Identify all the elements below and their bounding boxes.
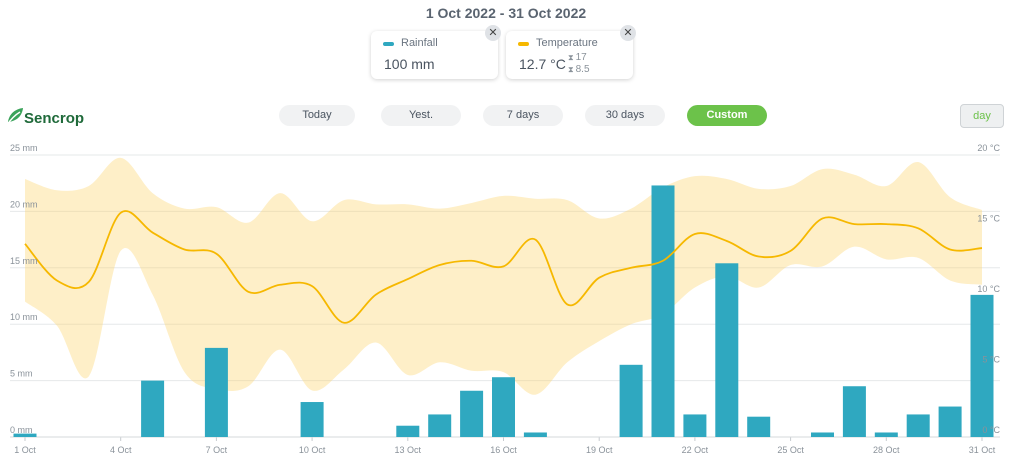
rainfall-bar[interactable] (874, 432, 898, 437)
temperature-line (24, 210, 983, 324)
rainfall-total: 100 mm (384, 56, 435, 72)
right-axis-tick: 20 °C (977, 143, 1000, 153)
leaf-icon (6, 108, 23, 126)
x-axis-tick: 13 Oct (395, 445, 422, 455)
x-axis-tick: 22 Oct (682, 445, 709, 455)
rainfall-bar[interactable] (651, 185, 675, 437)
x-axis-tick: 10 Oct (299, 445, 326, 455)
rainfall-bar[interactable] (460, 390, 484, 437)
temperature-range-band (25, 157, 982, 395)
x-axis-tick: 1 Oct (14, 445, 36, 455)
right-axis-tick: 0 °C (982, 425, 1000, 435)
left-axis-tick: 0 mm (10, 425, 33, 435)
axis-labels: 0 mm 5 mm 10 mm 15 mm 20 mm 25 mm 0 °C 5 °C 10 °… (10, 143, 1000, 455)
period-30-days-button[interactable]: 30 days (585, 105, 665, 126)
rainfall-bar[interactable] (938, 406, 962, 437)
rainfall-bar[interactable] (683, 414, 707, 437)
rainfall-bar[interactable] (428, 414, 452, 437)
x-axis-tick: 25 Oct (777, 445, 804, 455)
x-axis-tick: 7 Oct (206, 445, 228, 455)
x-axis-tick: 16 Oct (490, 445, 517, 455)
rainfall-bar[interactable] (204, 347, 228, 437)
granularity-day-button[interactable]: day (960, 104, 1004, 128)
rainfall-bar[interactable] (492, 377, 515, 437)
right-axis-tick: 10 °C (977, 284, 1000, 294)
period-today-button[interactable]: Today (279, 105, 355, 126)
rainfall-bar[interactable] (811, 432, 834, 437)
rainfall-bar[interactable] (300, 402, 324, 437)
left-axis-tick: 25 mm (10, 143, 38, 153)
rainfall-label: Rainfall (401, 37, 438, 49)
left-axis-tick: 10 mm (10, 312, 38, 322)
x-axis-tick: 4 Oct (110, 445, 132, 455)
x-axis-tick: 31 Oct (969, 445, 996, 455)
rainfall-bar[interactable] (970, 294, 994, 437)
rainfall-bar[interactable] (619, 364, 643, 437)
brand-name: Sencrop (24, 110, 85, 127)
x-axis-tick: 28 Oct (873, 445, 900, 455)
temperature-average: 12.7 °C (519, 56, 566, 72)
rainfall-swatch (383, 42, 394, 46)
temperature-max-value: 17 (575, 52, 587, 63)
rainfall-bar[interactable] (715, 263, 739, 437)
temperature-min: ⧗ 8.5 (568, 65, 590, 75)
x-axis-tick: 19 Oct (586, 445, 613, 455)
left-axis-tick: 20 mm (10, 199, 38, 209)
rainfall-summary-card[interactable]: Rainfall 100 mm ✕ (371, 25, 501, 79)
rainfall-bar[interactable] (747, 416, 771, 437)
period-custom-button[interactable]: Custom (687, 105, 767, 126)
period-yesterday-button[interactable]: Yest. (381, 105, 461, 126)
rainfall-bars (13, 185, 994, 437)
left-axis-tick: 5 mm (10, 369, 33, 379)
temperature-min-value: 8.5 (575, 64, 590, 75)
temperature-label: Temperature (536, 37, 598, 49)
min-hourglass-icon: ⧗ (568, 65, 574, 74)
temperature-summary-card[interactable]: Temperature 12.7 °C ⧗ 17 ⧗ 8.5 ✕ (506, 25, 636, 79)
temperature-max: ⧗ 17 (568, 53, 587, 63)
rainfall-bar[interactable] (906, 414, 930, 437)
close-temperature-icon[interactable]: ✕ (620, 25, 636, 41)
rainfall-bar[interactable] (141, 380, 165, 437)
rainfall-bar[interactable] (396, 425, 420, 437)
period-7-days-button[interactable]: 7 days (483, 105, 563, 126)
rainfall-bar[interactable] (842, 386, 866, 437)
rainfall-bar[interactable] (13, 433, 37, 437)
close-rainfall-icon[interactable]: ✕ (485, 25, 501, 41)
rainfall-bar[interactable] (523, 432, 547, 437)
date-range-title: 1 Oct 2022 - 31 Oct 2022 (425, 5, 587, 21)
temperature-swatch (518, 42, 529, 46)
left-axis-tick: 15 mm (10, 256, 38, 266)
right-axis-tick: 5 °C (982, 355, 1000, 365)
right-axis-tick: 15 °C (977, 214, 1000, 224)
max-hourglass-icon: ⧗ (568, 53, 574, 62)
